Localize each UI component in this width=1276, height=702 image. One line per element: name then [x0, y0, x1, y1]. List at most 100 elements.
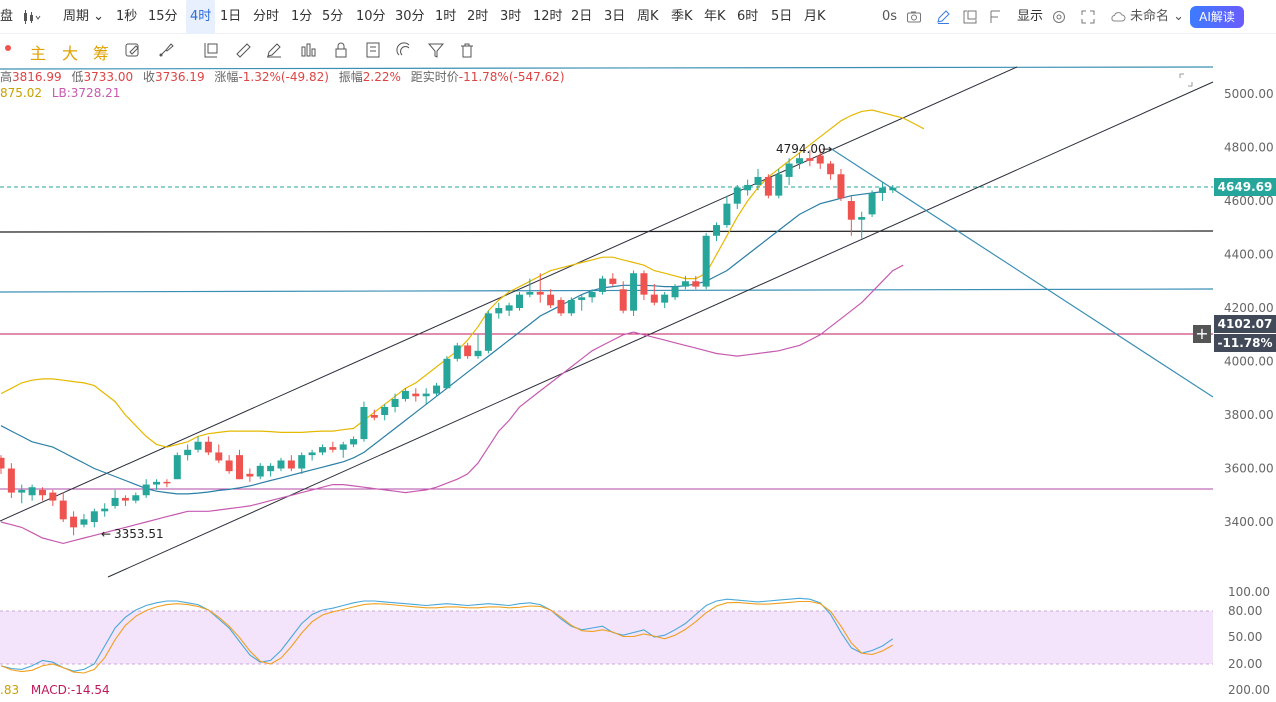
period-0[interactable]: 1秒: [116, 9, 138, 24]
period-9[interactable]: 1时: [435, 9, 457, 24]
period-17[interactable]: 年K: [704, 9, 726, 24]
candle[interactable]: [339, 444, 347, 450]
candle[interactable]: [795, 158, 803, 164]
settings-gear-icon[interactable]: [1051, 9, 1067, 25]
period-4[interactable]: 分时: [253, 9, 280, 24]
period-20[interactable]: 月K: [804, 9, 826, 24]
window-icon[interactable]: [962, 9, 978, 25]
candle[interactable]: [90, 511, 98, 522]
candle[interactable]: [598, 278, 606, 292]
candle[interactable]: [661, 294, 669, 303]
period-10[interactable]: 2时: [467, 9, 489, 24]
candle[interactable]: [422, 393, 430, 397]
candle[interactable]: [588, 291, 596, 298]
magnet-icon[interactable]: [395, 41, 413, 59]
candle[interactable]: [121, 497, 129, 501]
support-line-black[interactable]: [0, 230, 1214, 233]
lock-icon[interactable]: [332, 41, 350, 59]
candle[interactable]: [329, 447, 337, 450]
candle[interactable]: [619, 289, 627, 311]
candle[interactable]: [443, 358, 451, 389]
period-14[interactable]: 3日: [604, 9, 626, 24]
candle[interactable]: [70, 516, 78, 528]
candle[interactable]: [163, 481, 171, 484]
candle[interactable]: [640, 273, 648, 295]
candle[interactable]: [298, 455, 306, 469]
period-16[interactable]: 季K: [671, 9, 693, 24]
candle[interactable]: [785, 163, 793, 177]
candle[interactable]: [754, 176, 762, 185]
period-18[interactable]: 6时: [737, 9, 759, 24]
candle[interactable]: [225, 460, 233, 472]
candle[interactable]: [868, 192, 876, 215]
trash-icon[interactable]: [458, 41, 476, 59]
period-2[interactable]: 4时: [186, 0, 216, 34]
channel-lower-line[interactable]: [107, 81, 1214, 578]
candle[interactable]: [536, 291, 544, 295]
candle[interactable]: [474, 350, 482, 357]
candle[interactable]: [889, 187, 897, 191]
candle[interactable]: [464, 345, 472, 357]
display-menu[interactable]: 显示: [1017, 9, 1044, 24]
candle[interactable]: [630, 273, 638, 311]
main-force-toggle[interactable]: 主: [30, 44, 47, 63]
candle[interactable]: [80, 519, 88, 525]
candle[interactable]: [516, 294, 523, 308]
support-line-blue[interactable]: [0, 288, 1214, 293]
bar-chart-icon[interactable]: [299, 41, 317, 59]
candle[interactable]: [381, 406, 389, 415]
candle[interactable]: [194, 441, 202, 450]
candle[interactable]: [370, 415, 378, 418]
ai-interpret-button[interactable]: AI解读: [1190, 6, 1244, 28]
candle[interactable]: [350, 439, 358, 445]
select-box-icon[interactable]: [202, 41, 220, 59]
candle[interactable]: [360, 406, 368, 440]
period-13[interactable]: 2日: [571, 9, 593, 24]
candle[interactable]: [713, 225, 721, 236]
period-5[interactable]: 1分: [291, 9, 313, 24]
period-1[interactable]: 15分: [148, 9, 178, 24]
period-12[interactable]: 12时: [533, 9, 563, 24]
candle[interactable]: [878, 187, 886, 193]
candle[interactable]: [153, 481, 161, 485]
candle[interactable]: [495, 308, 503, 314]
filter-icon[interactable]: [427, 41, 445, 59]
edit-icon[interactable]: [935, 9, 951, 25]
candle[interactable]: [401, 390, 409, 399]
candle[interactable]: [692, 281, 700, 287]
period-15[interactable]: 周K: [637, 9, 659, 24]
expand-icon[interactable]: [1178, 72, 1194, 88]
candle[interactable]: [38, 489, 46, 496]
period-19[interactable]: 5日: [771, 9, 793, 24]
candle[interactable]: [287, 460, 295, 469]
candle[interactable]: [681, 281, 689, 287]
candle[interactable]: [547, 294, 555, 306]
candle[interactable]: [215, 452, 223, 461]
candle[interactable]: [837, 174, 845, 199]
candle[interactable]: [318, 447, 326, 453]
candle[interactable]: [173, 455, 181, 480]
period-3[interactable]: 1日: [220, 9, 242, 24]
candle[interactable]: [111, 497, 119, 506]
chips-toggle[interactable]: 筹: [93, 44, 110, 63]
draw-edit-icon[interactable]: [124, 41, 142, 59]
candle[interactable]: [184, 449, 192, 456]
candlestick-type-icon[interactable]: [22, 9, 41, 25]
candle[interactable]: [806, 158, 814, 161]
candle[interactable]: [391, 398, 399, 407]
layout-name-dropdown[interactable]: 未命名 ⌄: [1130, 9, 1185, 24]
candle[interactable]: [453, 345, 461, 359]
ruler-icon[interactable]: [234, 41, 252, 59]
fullscreen-icon[interactable]: [1080, 9, 1096, 25]
candle[interactable]: [671, 286, 679, 298]
candle[interactable]: [557, 299, 565, 314]
candle[interactable]: [847, 201, 855, 220]
candle[interactable]: [578, 297, 586, 300]
symbol-label-partial[interactable]: 盘: [0, 9, 14, 24]
candle[interactable]: [59, 500, 67, 520]
candle[interactable]: [7, 468, 15, 493]
candle[interactable]: [267, 465, 275, 472]
period-7[interactable]: 10分: [356, 9, 386, 24]
candle[interactable]: [858, 217, 866, 220]
candle[interactable]: [49, 492, 57, 501]
